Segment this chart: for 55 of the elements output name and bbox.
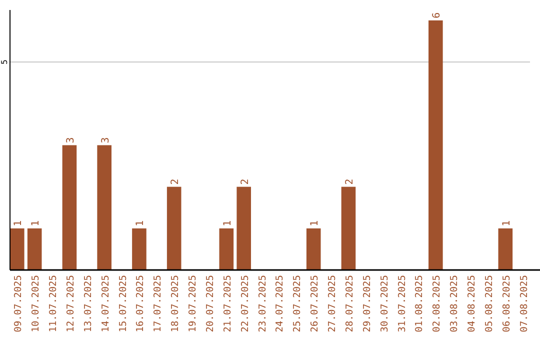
- x-tick-label: 31.07.2025: [396, 275, 408, 332]
- x-tick-label: 26.07.2025: [310, 275, 321, 332]
- x-tick-label: 25.07.2025: [292, 275, 304, 332]
- x-tick-label: 01.08.2025: [414, 275, 426, 332]
- x-tick-label: 02.08.2025: [432, 275, 443, 332]
- bar: [219, 228, 234, 270]
- data-label: 3: [65, 137, 76, 144]
- x-tick-label: 07.08.2025: [518, 275, 530, 332]
- data-label: 2: [344, 178, 356, 185]
- x-tick-label: 06.08.2025: [501, 275, 512, 332]
- x-tick-label: 18.07.2025: [170, 275, 182, 332]
- x-tick-label: 03.08.2025: [449, 275, 460, 332]
- x-tick-label: 20.07.2025: [204, 275, 216, 332]
- x-tick-label: 19.07.2025: [188, 275, 199, 332]
- x-tick-label: 30.07.2025: [379, 275, 390, 332]
- bar: [97, 145, 112, 270]
- data-label: 1: [501, 220, 512, 226]
- bar: [306, 228, 321, 270]
- bar: [341, 186, 356, 270]
- x-tick-label: 17.07.2025: [152, 275, 164, 332]
- data-label: 1: [13, 220, 24, 226]
- x-tick-label: 21.07.2025: [222, 275, 234, 332]
- data-label: 1: [310, 220, 321, 226]
- bar: [498, 228, 513, 270]
- data-label: 3: [100, 137, 112, 144]
- bar: [166, 186, 182, 270]
- bar: [62, 145, 77, 270]
- x-tick-label: 22.07.2025: [240, 275, 251, 332]
- x-tick-label: 27.07.2025: [327, 275, 338, 332]
- data-label: 2: [170, 178, 182, 185]
- data-label: 1: [222, 220, 234, 226]
- x-tick-label: 24.07.2025: [274, 275, 286, 332]
- data-label: 2: [240, 178, 251, 185]
- x-tick-label: 29.07.2025: [362, 275, 373, 332]
- x-tick-label: 14.07.2025: [100, 275, 112, 332]
- y-tick-label: 5: [0, 59, 9, 64]
- data-label: 1: [135, 220, 146, 226]
- x-tick-label: 12.07.2025: [65, 275, 76, 332]
- x-tick-label: 04.08.2025: [466, 275, 478, 332]
- bar: [27, 228, 42, 270]
- data-label: 6: [432, 12, 443, 18]
- x-tick-label: 10.07.2025: [30, 275, 42, 332]
- bar: [132, 228, 146, 270]
- x-tick-label: 23.07.2025: [257, 275, 268, 332]
- data-label: 1: [30, 220, 42, 226]
- x-tick-label: 09.07.2025: [13, 275, 24, 332]
- bar: [10, 228, 24, 270]
- x-tick-label: 11.07.2025: [48, 275, 60, 332]
- x-tick-label: 15.07.2025: [118, 275, 129, 332]
- x-tick-label: 05.08.2025: [484, 275, 495, 332]
- x-tick-label: 16.07.2025: [135, 275, 146, 332]
- x-tick-label: 28.07.2025: [344, 275, 356, 332]
- bar: [428, 20, 443, 270]
- x-tick-label: 13.07.2025: [82, 275, 94, 332]
- bar: [236, 186, 251, 270]
